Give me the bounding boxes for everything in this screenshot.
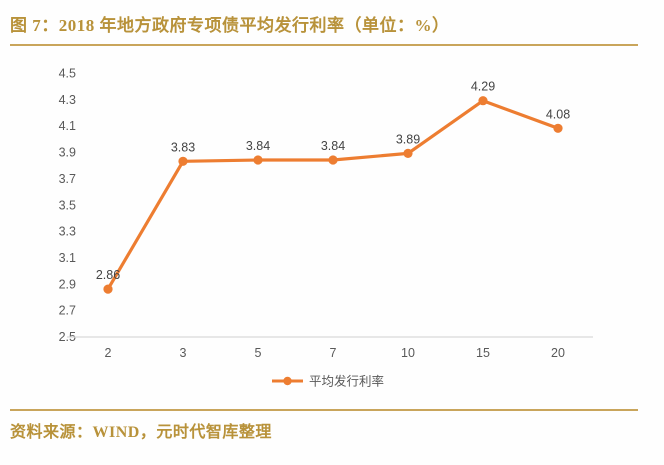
data-point-marker (253, 155, 263, 165)
line-chart: 4.54.34.13.93.73.53.33.12.92.72.52 3 5 7 10 1… (59, 67, 593, 389)
y-tick-label: 3.3 (59, 225, 76, 239)
x-tick-label: 2 (105, 346, 112, 360)
x-tick-label: 20 (551, 346, 565, 360)
data-point-label: 3.89 (396, 132, 420, 146)
x-tick-label: 10 (401, 346, 415, 360)
data-point-marker (103, 284, 113, 294)
y-tick-label: 4.1 (59, 119, 76, 133)
data-point-marker (403, 148, 413, 158)
data-point-label: 2.86 (96, 268, 120, 282)
data-point-label: 4.29 (471, 80, 495, 94)
data-point-label: 3.84 (246, 139, 270, 153)
y-tick-label: 3.9 (59, 146, 76, 160)
series-line (106, 99, 560, 291)
x-tick-label: 3 (180, 346, 187, 360)
y-tick-label: 3.7 (59, 172, 76, 186)
source-divider (10, 409, 638, 411)
data-point-label: 3.83 (171, 140, 195, 154)
y-tick-label: 4.3 (59, 93, 76, 107)
data-point-marker (553, 123, 563, 133)
title-divider (10, 44, 638, 46)
data-point-marker (178, 156, 188, 166)
source-note: 资料来源：WIND，元时代智库整理 (10, 424, 272, 441)
figure-title: 图 7：2018 年地方政府专项债平均发行利率（单位：%） (10, 16, 450, 35)
data-point-marker (478, 96, 488, 106)
y-tick-label: 3.5 (59, 198, 76, 212)
legend-label: 平均发行利率 (309, 374, 384, 389)
x-tick-label: 15 (476, 346, 490, 360)
data-point-label: 3.84 (321, 139, 345, 153)
y-tick-label: 2.9 (59, 277, 76, 291)
legend-marker-icon (283, 376, 292, 386)
x-tick-label: 5 (255, 346, 262, 360)
y-tick-label: 4.5 (59, 67, 76, 81)
y-tick-label: 2.7 (59, 304, 76, 318)
y-tick-label: 3.1 (59, 251, 76, 265)
data-point-marker (328, 155, 338, 165)
x-tick-label: 7 (330, 346, 337, 360)
data-point-label: 4.08 (546, 107, 570, 121)
